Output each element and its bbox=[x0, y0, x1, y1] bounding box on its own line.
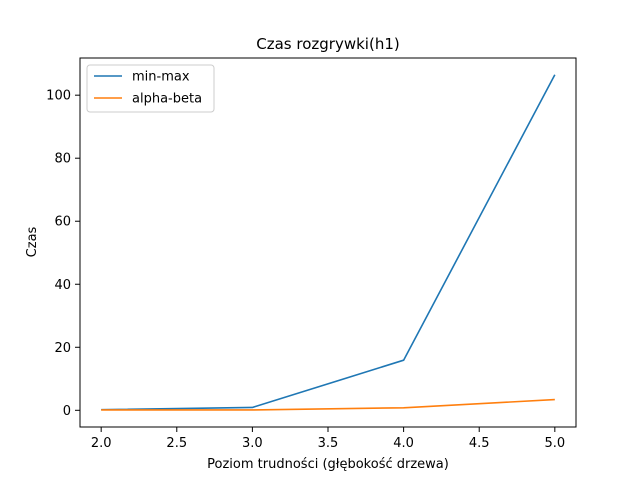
y-axis-ticks: 0 20 40 60 80 100 bbox=[46, 89, 80, 419]
x-tick-label: 4.5 bbox=[469, 436, 490, 451]
x-tick-label: 5.0 bbox=[544, 436, 565, 451]
plot-area bbox=[80, 58, 576, 427]
x-axis-ticks: 2.0 2.5 3.0 3.5 4.0 4.5 5.0 bbox=[91, 427, 565, 451]
y-tick-label: 0 bbox=[63, 404, 71, 419]
series-line-alpha-beta bbox=[101, 398, 555, 411]
chart-title: Czas rozgrywki(h1) bbox=[256, 35, 399, 53]
x-tick-label: 2.5 bbox=[166, 436, 187, 451]
series-line-min-max bbox=[101, 74, 556, 411]
y-tick-label: 100 bbox=[46, 89, 71, 104]
x-tick-label: 3.0 bbox=[242, 436, 263, 451]
y-tick-label: 20 bbox=[54, 341, 71, 356]
x-tick-label: 2.0 bbox=[91, 436, 112, 451]
x-tick-label: 3.5 bbox=[318, 436, 339, 451]
legend-label-alpha-beta: alpha-beta bbox=[132, 92, 202, 107]
series-layer bbox=[101, 74, 556, 411]
y-tick-label: 40 bbox=[54, 278, 71, 293]
y-axis-label: Czas bbox=[25, 226, 40, 257]
legend-label-min-max: min-max bbox=[132, 70, 190, 85]
x-axis-label: Poziom trudności (głębokość drzewa) bbox=[207, 457, 449, 472]
x-tick-label: 4.0 bbox=[393, 436, 414, 451]
y-tick-label: 80 bbox=[54, 152, 71, 167]
y-tick-label: 60 bbox=[54, 215, 71, 230]
legend: min-max alpha-beta bbox=[86, 64, 215, 113]
